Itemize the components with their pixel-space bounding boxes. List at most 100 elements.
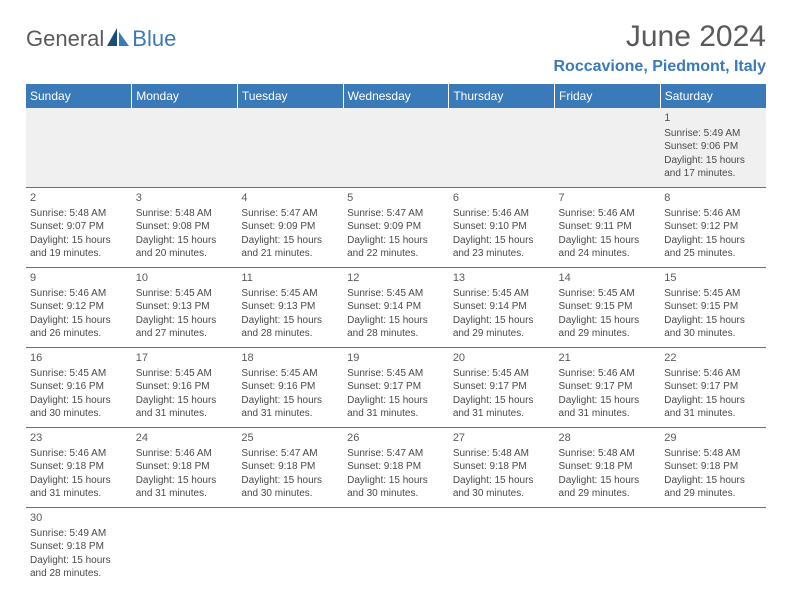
day-number: 1 <box>664 111 762 126</box>
day-number: 10 <box>136 271 234 286</box>
daylight-text: Daylight: 15 hours and 29 minutes. <box>664 474 762 501</box>
sunset-text: Sunset: 9:17 PM <box>347 380 445 394</box>
sunset-text: Sunset: 9:18 PM <box>559 460 657 474</box>
daylight-text: Daylight: 15 hours and 29 minutes. <box>559 314 657 341</box>
calendar-day-cell: 10Sunrise: 5:45 AMSunset: 9:13 PMDayligh… <box>132 267 238 347</box>
sunrise-text: Sunrise: 5:48 AM <box>30 207 128 221</box>
logo-text-general: General <box>26 26 104 52</box>
calendar-day-cell <box>343 108 449 187</box>
day-number: 20 <box>453 351 551 366</box>
day-number: 27 <box>453 431 551 446</box>
sunrise-text: Sunrise: 5:49 AM <box>30 527 128 541</box>
day-number: 11 <box>241 271 339 286</box>
calendar-week-row: 2Sunrise: 5:48 AMSunset: 9:07 PMDaylight… <box>26 187 766 267</box>
calendar-day-cell: 2Sunrise: 5:48 AMSunset: 9:07 PMDaylight… <box>26 187 132 267</box>
day-number: 9 <box>30 271 128 286</box>
sunrise-text: Sunrise: 5:45 AM <box>453 287 551 301</box>
day-number: 3 <box>136 191 234 206</box>
location: Roccavione, Piedmont, Italy <box>554 58 767 76</box>
sunrise-text: Sunrise: 5:45 AM <box>453 367 551 381</box>
calendar-day-cell: 15Sunrise: 5:45 AMSunset: 9:15 PMDayligh… <box>660 267 766 347</box>
sunrise-text: Sunrise: 5:45 AM <box>241 367 339 381</box>
calendar-day-cell: 18Sunrise: 5:45 AMSunset: 9:16 PMDayligh… <box>237 347 343 427</box>
sail-icon <box>107 28 129 46</box>
day-number: 24 <box>136 431 234 446</box>
daylight-text: Daylight: 15 hours and 28 minutes. <box>241 314 339 341</box>
sunset-text: Sunset: 9:18 PM <box>30 540 128 554</box>
daylight-text: Daylight: 15 hours and 21 minutes. <box>241 234 339 261</box>
daylight-text: Daylight: 15 hours and 31 minutes. <box>453 394 551 421</box>
sunset-text: Sunset: 9:16 PM <box>241 380 339 394</box>
daylight-text: Daylight: 15 hours and 19 minutes. <box>30 234 128 261</box>
weekday-header: Saturday <box>660 84 766 108</box>
sunset-text: Sunset: 9:12 PM <box>664 220 762 234</box>
daylight-text: Daylight: 15 hours and 30 minutes. <box>30 394 128 421</box>
calendar-day-cell: 17Sunrise: 5:45 AMSunset: 9:16 PMDayligh… <box>132 347 238 427</box>
daylight-text: Daylight: 15 hours and 26 minutes. <box>30 314 128 341</box>
daylight-text: Daylight: 15 hours and 31 minutes. <box>559 394 657 421</box>
sunrise-text: Sunrise: 5:45 AM <box>347 367 445 381</box>
day-number: 6 <box>453 191 551 206</box>
day-number: 4 <box>241 191 339 206</box>
calendar-day-cell: 30Sunrise: 5:49 AMSunset: 9:18 PMDayligh… <box>26 507 132 587</box>
sunset-text: Sunset: 9:16 PM <box>30 380 128 394</box>
day-number: 17 <box>136 351 234 366</box>
sunset-text: Sunset: 9:07 PM <box>30 220 128 234</box>
day-number: 7 <box>559 191 657 206</box>
month-title: June 2024 <box>554 20 767 54</box>
day-number: 22 <box>664 351 762 366</box>
calendar-day-cell: 23Sunrise: 5:46 AMSunset: 9:18 PMDayligh… <box>26 427 132 507</box>
daylight-text: Daylight: 15 hours and 30 minutes. <box>664 314 762 341</box>
calendar-day-cell <box>132 108 238 187</box>
daylight-text: Daylight: 15 hours and 31 minutes. <box>136 394 234 421</box>
daylight-text: Daylight: 15 hours and 17 minutes. <box>664 154 762 181</box>
sunrise-text: Sunrise: 5:48 AM <box>664 447 762 461</box>
sunrise-text: Sunrise: 5:45 AM <box>30 367 128 381</box>
weekday-header: Thursday <box>449 84 555 108</box>
calendar-day-cell <box>237 507 343 587</box>
sunrise-text: Sunrise: 5:46 AM <box>664 367 762 381</box>
calendar-day-cell: 16Sunrise: 5:45 AMSunset: 9:16 PMDayligh… <box>26 347 132 427</box>
sunrise-text: Sunrise: 5:45 AM <box>241 287 339 301</box>
day-number: 2 <box>30 191 128 206</box>
daylight-text: Daylight: 15 hours and 25 minutes. <box>664 234 762 261</box>
calendar-day-cell: 4Sunrise: 5:47 AMSunset: 9:09 PMDaylight… <box>237 187 343 267</box>
sunrise-text: Sunrise: 5:49 AM <box>664 127 762 141</box>
calendar-week-row: 9Sunrise: 5:46 AMSunset: 9:12 PMDaylight… <box>26 267 766 347</box>
day-number: 12 <box>347 271 445 286</box>
day-number: 18 <box>241 351 339 366</box>
daylight-text: Daylight: 15 hours and 31 minutes. <box>347 394 445 421</box>
sunrise-text: Sunrise: 5:45 AM <box>136 287 234 301</box>
calendar-day-cell: 22Sunrise: 5:46 AMSunset: 9:17 PMDayligh… <box>660 347 766 427</box>
sunset-text: Sunset: 9:17 PM <box>559 380 657 394</box>
sunrise-text: Sunrise: 5:46 AM <box>30 287 128 301</box>
daylight-text: Daylight: 15 hours and 27 minutes. <box>136 314 234 341</box>
day-number: 13 <box>453 271 551 286</box>
sunrise-text: Sunrise: 5:48 AM <box>559 447 657 461</box>
logo: General Blue <box>26 26 176 52</box>
weekday-header: Wednesday <box>343 84 449 108</box>
daylight-text: Daylight: 15 hours and 24 minutes. <box>559 234 657 261</box>
daylight-text: Daylight: 15 hours and 30 minutes. <box>453 474 551 501</box>
daylight-text: Daylight: 15 hours and 31 minutes. <box>241 394 339 421</box>
day-number: 15 <box>664 271 762 286</box>
sunrise-text: Sunrise: 5:45 AM <box>559 287 657 301</box>
page-header: General Blue June 2024 Roccavione, Piedm… <box>26 20 766 76</box>
sunset-text: Sunset: 9:18 PM <box>241 460 339 474</box>
calendar-day-cell: 1Sunrise: 5:49 AMSunset: 9:06 PMDaylight… <box>660 108 766 187</box>
calendar-day-cell <box>26 108 132 187</box>
calendar-day-cell: 11Sunrise: 5:45 AMSunset: 9:13 PMDayligh… <box>237 267 343 347</box>
calendar-day-cell: 6Sunrise: 5:46 AMSunset: 9:10 PMDaylight… <box>449 187 555 267</box>
sunset-text: Sunset: 9:18 PM <box>30 460 128 474</box>
sunset-text: Sunset: 9:17 PM <box>453 380 551 394</box>
day-number: 30 <box>30 511 128 526</box>
daylight-text: Daylight: 15 hours and 31 minutes. <box>30 474 128 501</box>
day-number: 14 <box>559 271 657 286</box>
weekday-header: Friday <box>555 84 661 108</box>
day-number: 23 <box>30 431 128 446</box>
sunset-text: Sunset: 9:13 PM <box>241 300 339 314</box>
calendar-day-cell: 29Sunrise: 5:48 AMSunset: 9:18 PMDayligh… <box>660 427 766 507</box>
daylight-text: Daylight: 15 hours and 31 minutes. <box>136 474 234 501</box>
sunset-text: Sunset: 9:18 PM <box>453 460 551 474</box>
sunrise-text: Sunrise: 5:45 AM <box>136 367 234 381</box>
